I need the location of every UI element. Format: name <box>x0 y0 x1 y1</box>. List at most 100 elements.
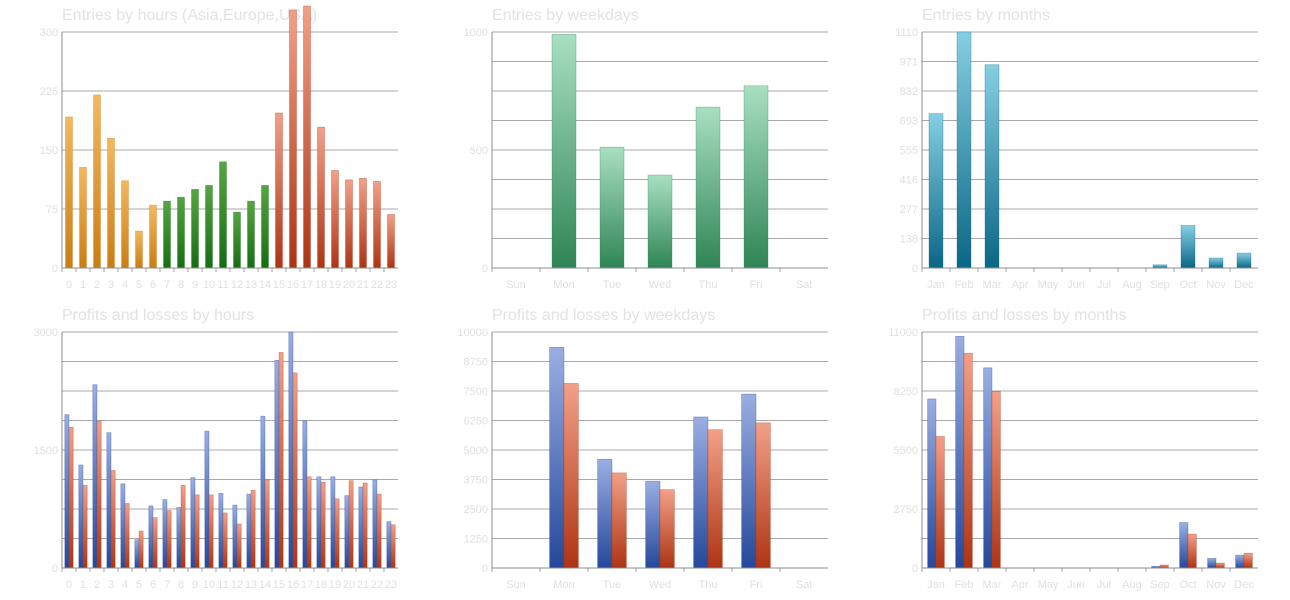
bar-5-s1[interactable] <box>138 530 144 569</box>
bar-11-s0[interactable] <box>218 492 224 569</box>
bar-10[interactable] <box>205 185 213 269</box>
bar-oct-s1[interactable] <box>1187 533 1197 569</box>
bar-2[interactable] <box>93 94 101 269</box>
bar-tue-s1[interactable] <box>611 472 627 569</box>
bar-18-s0[interactable] <box>316 476 322 569</box>
bar-23-s0[interactable] <box>386 521 392 569</box>
bar-14[interactable] <box>261 185 269 269</box>
bar-19-s0[interactable] <box>330 476 336 569</box>
bar-fri-s1[interactable] <box>755 422 771 569</box>
bar-8[interactable] <box>177 196 185 269</box>
bar-fri-s0[interactable] <box>741 393 757 569</box>
bar-4-s0[interactable] <box>120 483 126 569</box>
bar-15-s0[interactable] <box>274 360 280 569</box>
bar-14-s0[interactable] <box>260 415 266 569</box>
bar-8-s0[interactable] <box>176 507 182 569</box>
bar-wed-s0[interactable] <box>645 480 661 569</box>
bar-9-s1[interactable] <box>194 494 200 569</box>
bar-13-s0[interactable] <box>246 493 252 569</box>
bar-oct[interactable] <box>1180 225 1196 269</box>
bar-jan-s1[interactable] <box>935 436 945 569</box>
bar-19-s1[interactable] <box>334 498 340 569</box>
bar-1-s0[interactable] <box>78 464 84 569</box>
bar-jan-s0[interactable] <box>927 398 937 569</box>
bar-nov-s0[interactable] <box>1207 558 1217 569</box>
bar-mar-s0[interactable] <box>983 367 993 569</box>
bar-16[interactable] <box>289 9 297 269</box>
bar-21-s0[interactable] <box>358 486 364 569</box>
bar-6[interactable] <box>149 204 157 269</box>
bar-nov-s1[interactable] <box>1215 562 1225 569</box>
bar-14-s1[interactable] <box>264 479 270 569</box>
bar-1[interactable] <box>79 167 87 269</box>
bar-1-s1[interactable] <box>82 485 88 569</box>
bar-10-s1[interactable] <box>208 494 214 569</box>
bar-12[interactable] <box>233 211 241 269</box>
bar-nov[interactable] <box>1208 257 1224 269</box>
bar-tue[interactable] <box>599 146 625 269</box>
bar-20-s1[interactable] <box>348 480 354 569</box>
bar-13[interactable] <box>247 200 255 269</box>
bar-0[interactable] <box>65 116 73 269</box>
bar-11[interactable] <box>219 161 227 269</box>
bar-22[interactable] <box>373 181 381 269</box>
bar-2-s1[interactable] <box>96 420 102 569</box>
bar-8-s1[interactable] <box>180 485 186 569</box>
bar-21-s1[interactable] <box>362 482 368 569</box>
bar-fri[interactable] <box>743 85 769 269</box>
bar-0-s1[interactable] <box>68 426 74 569</box>
bar-7-s0[interactable] <box>162 499 168 569</box>
bar-dec-s0[interactable] <box>1235 554 1245 569</box>
bar-2-s0[interactable] <box>92 384 98 569</box>
bar-mon[interactable] <box>551 34 577 269</box>
bar-6-s1[interactable] <box>152 517 158 569</box>
bar-11-s1[interactable] <box>222 512 228 569</box>
bar-3-s1[interactable] <box>110 470 116 569</box>
bar-18-s1[interactable] <box>320 481 326 569</box>
bar-7[interactable] <box>163 200 171 269</box>
bar-0-s0[interactable] <box>64 414 70 569</box>
bar-13-s1[interactable] <box>250 489 256 569</box>
bar-17-s1[interactable] <box>306 476 312 569</box>
bar-wed[interactable] <box>647 174 673 269</box>
bar-dec[interactable] <box>1236 252 1252 269</box>
bar-jan[interactable] <box>928 113 944 269</box>
bar-3-s0[interactable] <box>106 432 112 569</box>
bar-15[interactable] <box>275 112 283 269</box>
bar-4[interactable] <box>121 180 129 269</box>
bar-tue-s0[interactable] <box>597 458 613 569</box>
bar-4-s1[interactable] <box>124 503 130 569</box>
bar-oct-s0[interactable] <box>1179 522 1189 569</box>
bar-feb-s0[interactable] <box>955 335 965 569</box>
bar-thu-s0[interactable] <box>693 416 709 569</box>
bar-mar[interactable] <box>984 64 1000 269</box>
bar-23[interactable] <box>387 214 395 269</box>
bar-22-s1[interactable] <box>376 493 382 569</box>
bar-mar-s1[interactable] <box>991 391 1001 569</box>
bar-dec-s1[interactable] <box>1243 552 1253 569</box>
bar-21[interactable] <box>359 178 367 269</box>
bar-mon-s0[interactable] <box>549 347 565 569</box>
bar-16-s0[interactable] <box>288 331 294 569</box>
bar-7-s1[interactable] <box>166 510 172 569</box>
bar-19[interactable] <box>331 170 339 269</box>
bar-22-s0[interactable] <box>372 479 378 569</box>
bar-9[interactable] <box>191 189 199 269</box>
bar-12-s1[interactable] <box>236 523 242 569</box>
bar-5-s0[interactable] <box>134 539 140 569</box>
bar-20[interactable] <box>345 179 353 269</box>
bar-16-s1[interactable] <box>292 372 298 569</box>
bar-thu-s1[interactable] <box>707 429 723 569</box>
bar-23-s1[interactable] <box>390 524 396 569</box>
bar-17-s0[interactable] <box>302 420 308 569</box>
bar-18[interactable] <box>317 126 325 269</box>
bar-17[interactable] <box>303 5 311 269</box>
bar-6-s0[interactable] <box>148 505 154 569</box>
bar-20-s0[interactable] <box>344 495 350 569</box>
bar-9-s0[interactable] <box>190 477 196 569</box>
bar-wed-s1[interactable] <box>659 489 675 569</box>
bar-5[interactable] <box>135 230 143 269</box>
bar-12-s0[interactable] <box>232 504 238 569</box>
bar-thu[interactable] <box>695 106 721 269</box>
bar-10-s0[interactable] <box>204 430 210 569</box>
